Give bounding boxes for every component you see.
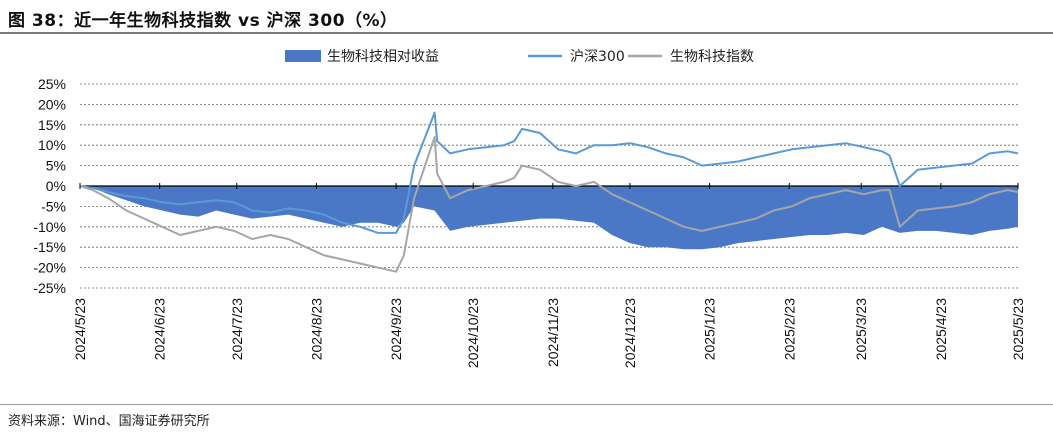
x-axis: 2024/5/23 2024/6/23 2024/7/23 2024/8/23 2024… <box>72 183 1026 368</box>
chart: 25% 20% 15% 10% 5% 0% -5% -10% -15% -20% -25% 2024… <box>33 49 1026 368</box>
y-tick-label: 25% <box>38 76 66 92</box>
x-tick-label: 2024/11/23 <box>545 298 561 367</box>
x-tick-label: 2025/3/23 <box>853 298 869 360</box>
x-tick-label: 2025/5/23 <box>1010 298 1026 360</box>
y-tick-label: -10% <box>33 219 66 235</box>
legend-label: 生物科技相对收益 <box>327 49 439 65</box>
x-tick-label: 2024/7/23 <box>229 298 245 360</box>
y-tick-label: -20% <box>33 260 66 276</box>
y-tick-label: 15% <box>38 117 66 133</box>
y-tick-label: 10% <box>38 137 66 153</box>
legend-label: 生物科技指数 <box>670 49 754 65</box>
x-tick-label: 2024/10/23 <box>465 298 481 368</box>
legend-label: 沪深300 <box>570 49 625 65</box>
chart-title: 图 38：近一年生物科技指数 vs 沪深 300（%） <box>8 11 398 31</box>
y-tick-label: 5% <box>46 158 66 174</box>
x-tick-label: 2024/5/23 <box>72 298 88 360</box>
x-tick-label: 2024/8/23 <box>308 298 324 360</box>
series-line-hs300 <box>79 111 1019 234</box>
series-line-biotech-index <box>79 136 1019 273</box>
x-tick-label: 2025/1/23 <box>702 298 718 360</box>
y-tick-label: 0% <box>46 178 66 194</box>
legend: 生物科技相对收益 沪深300 生物科技指数 <box>285 49 754 65</box>
x-tick-label: 2025/4/23 <box>933 298 949 360</box>
x-tick-label: 2024/6/23 <box>152 298 168 360</box>
footer-divider <box>0 404 1053 405</box>
x-tick-label: 2024/12/23 <box>622 298 638 368</box>
title-divider <box>0 32 1053 34</box>
y-axis: 25% 20% 15% 10% 5% 0% -5% -10% -15% -20% -25% <box>33 76 66 296</box>
y-tick-label: -25% <box>33 280 66 296</box>
y-tick-label: -15% <box>33 239 66 255</box>
x-tick-label: 2025/2/23 <box>781 298 797 360</box>
legend-swatch-area <box>285 50 321 62</box>
source-note: 资料来源：Wind、国海证券研究所 <box>8 414 210 429</box>
y-tick-label: -5% <box>41 198 66 214</box>
plot-area <box>79 111 1019 273</box>
series-area-relative-return <box>80 186 1018 250</box>
y-tick-label: 20% <box>38 96 66 112</box>
x-tick-label: 2024/9/23 <box>388 298 404 360</box>
